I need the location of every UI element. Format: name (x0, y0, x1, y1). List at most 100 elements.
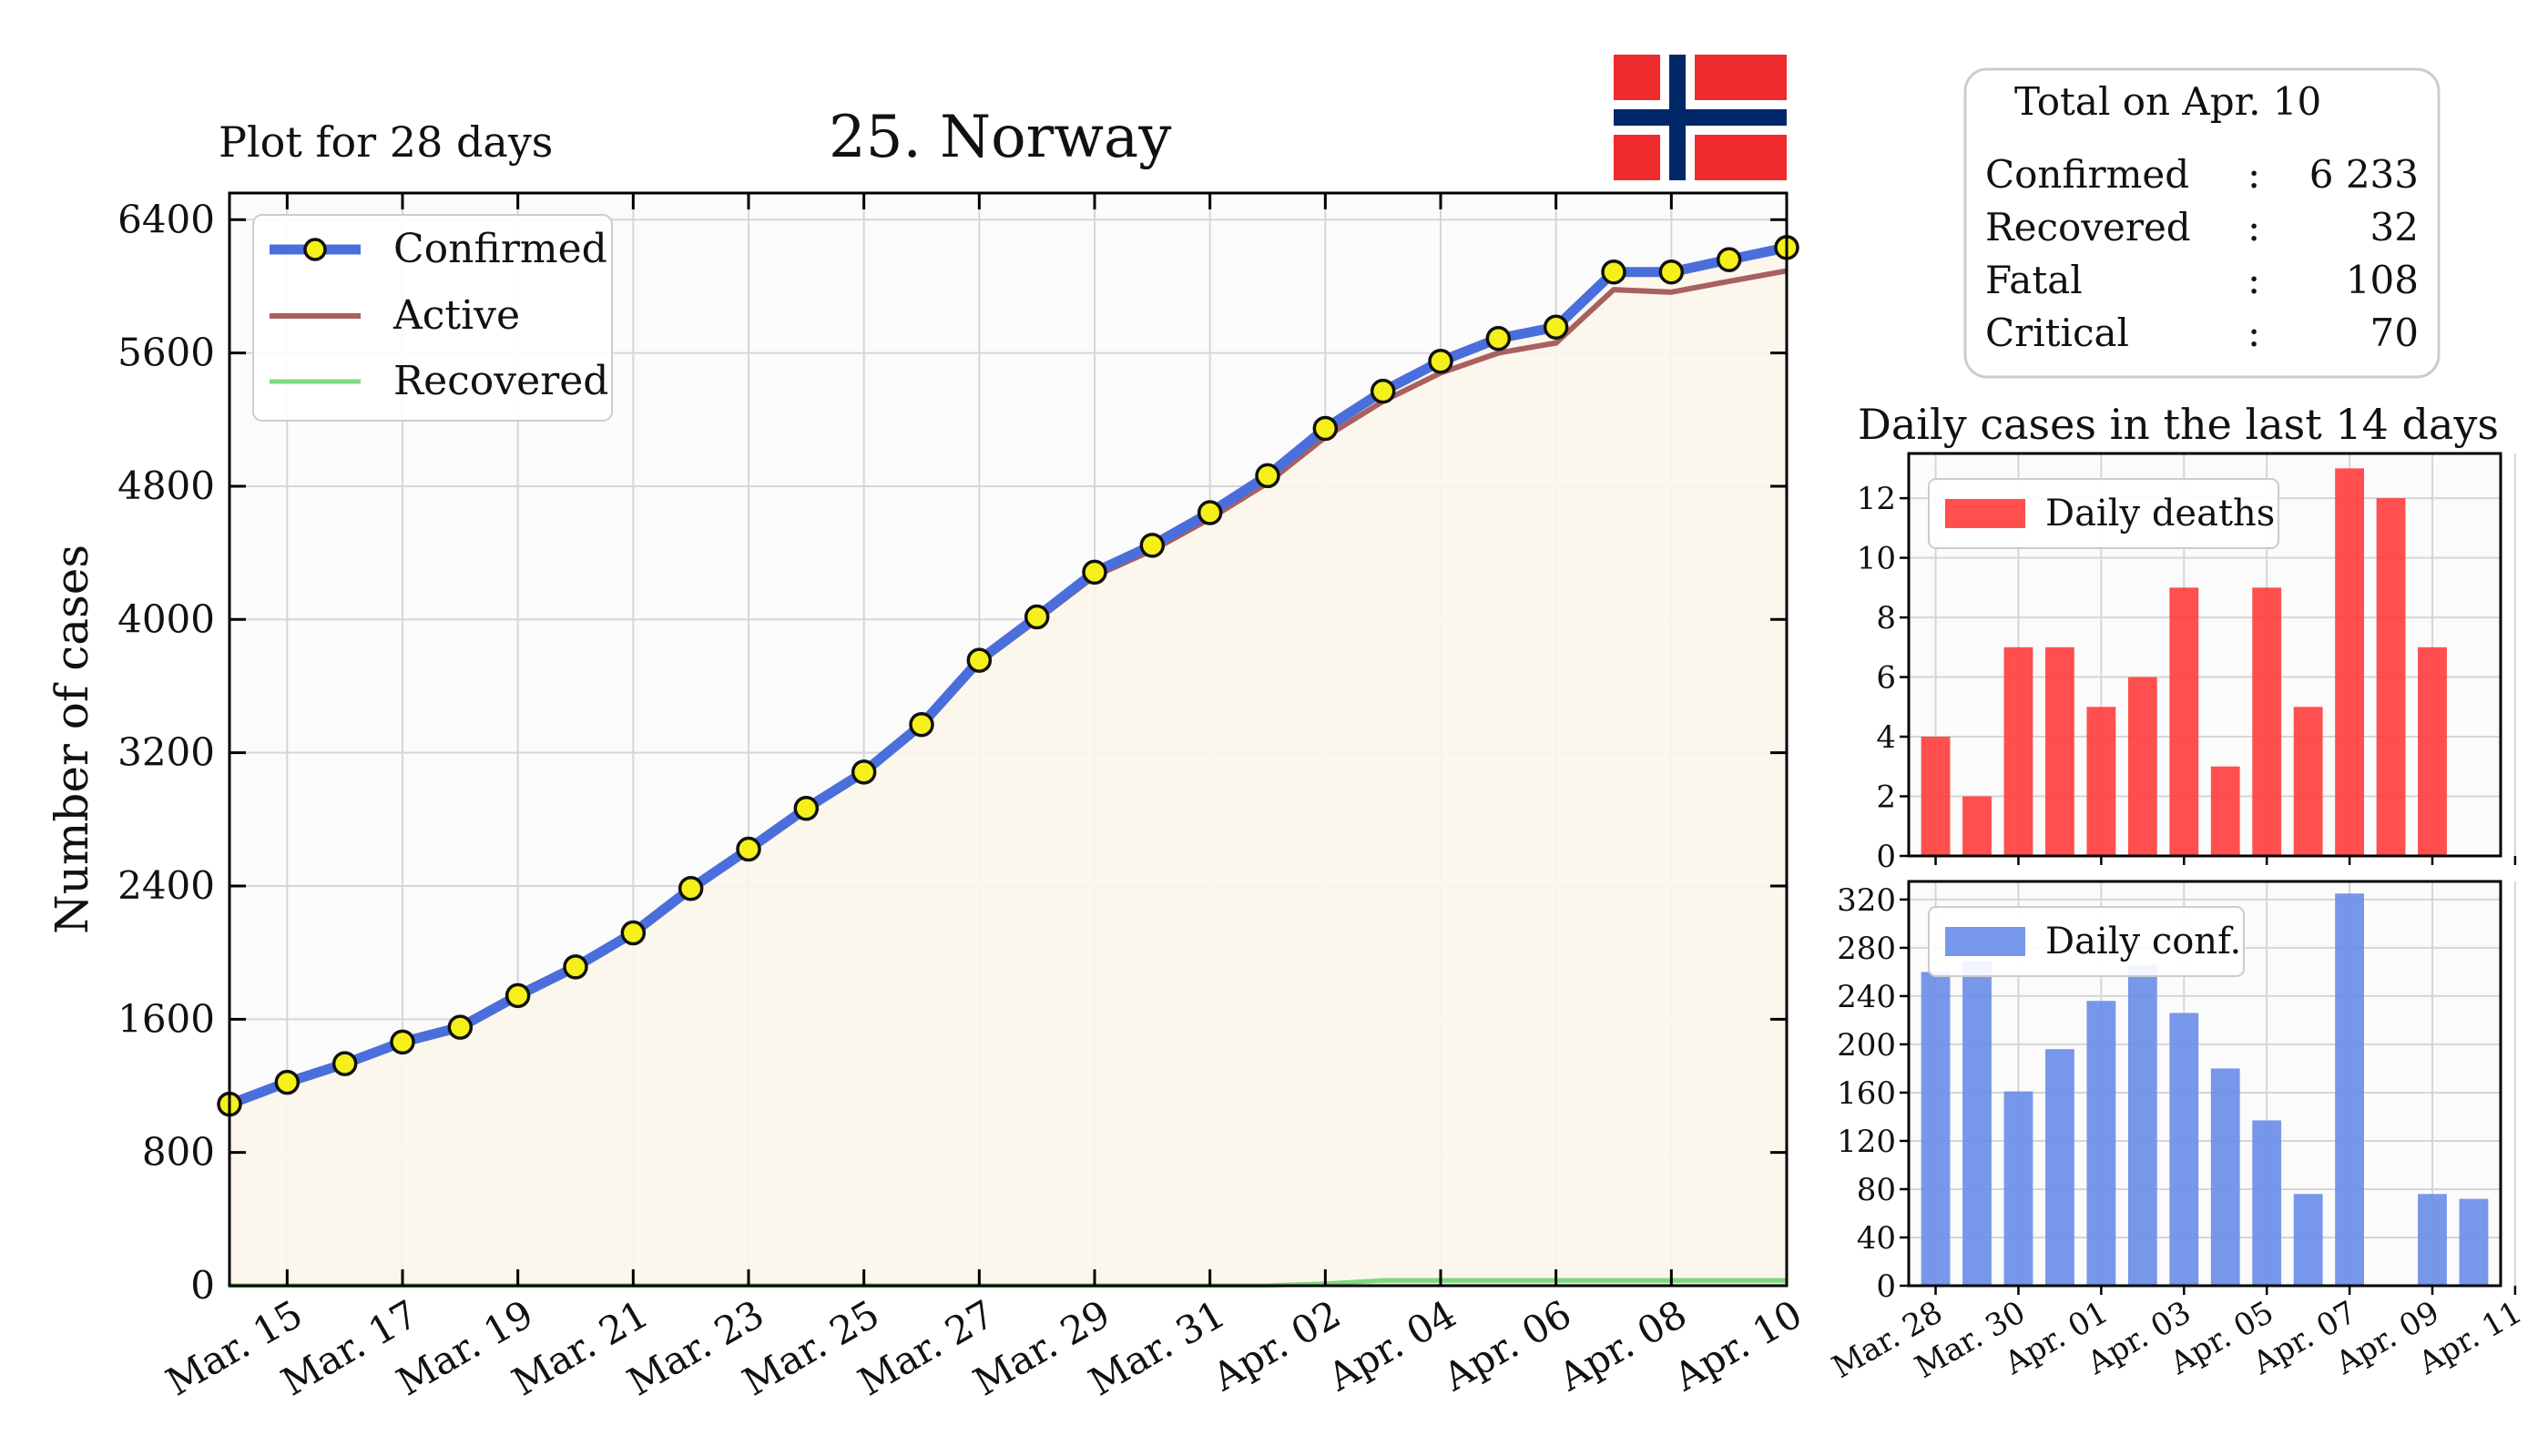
y-tick-label: 5600 (117, 331, 215, 375)
legend-label: Active (392, 292, 520, 339)
y-tick-label: 0 (1876, 1268, 1896, 1305)
y-tick-label: 4800 (117, 463, 215, 508)
confirmed-point (1082, 559, 1107, 585)
norway-flag-icon (1614, 55, 1787, 180)
confirmed-point (793, 795, 820, 821)
legend-label: Daily conf. (2045, 921, 2241, 962)
confirmed-point (1139, 533, 1166, 558)
bar (2210, 766, 2240, 856)
y-tick-label: 2400 (117, 863, 215, 908)
confirmed-point (1370, 378, 1396, 404)
y-tick-label: 80 (1857, 1172, 1896, 1208)
bar (2086, 707, 2116, 856)
y-tick-label: 2 (1876, 779, 1896, 816)
x-tick-label: Apr. 04 (1320, 1291, 1463, 1400)
bar (2418, 1194, 2447, 1286)
y-tick-label: 4000 (117, 596, 215, 641)
chart-title: 25. Norway (829, 104, 1171, 171)
summary-separator: : (2247, 205, 2260, 249)
summary-label: Confirmed (1985, 152, 2189, 197)
bar (2293, 1194, 2323, 1286)
confirmed-series-line (228, 242, 1789, 1109)
y-tick-label: 4 (1876, 719, 1896, 756)
y-tick-label: 320 (1837, 882, 1896, 919)
confirmed-point (1312, 415, 1339, 442)
confirmed-point (966, 647, 993, 673)
summary-value: 32 (2370, 205, 2419, 249)
confirmed-point (1601, 259, 1626, 285)
legend-label: Confirmed (393, 226, 607, 272)
summary-label: Critical (1985, 311, 2129, 355)
summary-label: Recovered (1985, 205, 2191, 249)
bar (1921, 972, 1951, 1286)
bar (2335, 893, 2364, 1286)
y-tick-label: 10 (1857, 541, 1896, 577)
summary-value: 108 (2346, 258, 2419, 302)
confirmed-point (909, 711, 934, 738)
confirmed-point (447, 1014, 474, 1040)
confirmed-point (1716, 247, 1742, 272)
confirmed-point (620, 920, 647, 946)
bar (2086, 1001, 2116, 1286)
bar (2003, 1091, 2033, 1286)
y-tick-label: 240 (1837, 979, 1896, 1015)
confirmed-area (229, 247, 1787, 1286)
y-tick-label: 40 (1857, 1220, 1896, 1257)
confirmed-point (1197, 500, 1223, 525)
bar (1962, 796, 1992, 856)
bar (2335, 468, 2364, 856)
bar (2376, 498, 2406, 856)
legend-swatch (1945, 499, 2025, 528)
bar (1962, 961, 1992, 1286)
summary-box: Total on Apr. 10 Confirmed: 6 233 Recovere… (1963, 67, 2441, 379)
y-tick-label: 280 (1837, 931, 1896, 967)
bar (2459, 1198, 2489, 1286)
bar (2045, 647, 2074, 856)
summary-title: Total on Apr. 10 (2014, 79, 2321, 124)
y-tick-label: 8 (1876, 600, 1896, 636)
bar (2252, 1120, 2282, 1286)
bar (2210, 1068, 2240, 1286)
confirmed-point (1658, 259, 1685, 285)
bar (2003, 647, 2033, 856)
confirmed-point (851, 759, 877, 785)
bar (2127, 677, 2157, 856)
y-axis-label: Number of cases (46, 545, 98, 934)
legend-swatch (1945, 927, 2025, 956)
confirmed-point (736, 836, 761, 862)
y-tick-label: 160 (1837, 1075, 1896, 1112)
y-tick-label: 6400 (117, 197, 215, 241)
bar (2127, 964, 2157, 1286)
bar (2045, 1049, 2074, 1286)
summary-separator: : (2247, 311, 2260, 355)
x-tick-label: Apr. 02 (1205, 1291, 1349, 1400)
bar-legend: Daily deaths (1928, 478, 2279, 549)
y-tick-label: 1600 (117, 996, 215, 1041)
summary-separator: : (2247, 258, 2260, 302)
y-tick-label: 0 (190, 1263, 215, 1308)
y-tick-label: 120 (1837, 1124, 1896, 1160)
x-tick-label: Apr. 08 (1551, 1291, 1695, 1400)
summary-separator: : (2247, 152, 2260, 197)
bar-legend: Daily conf. (1928, 906, 2245, 977)
bar (2293, 707, 2323, 856)
confirmed-point (1428, 349, 1453, 374)
summary-value: 6 233 (2309, 152, 2419, 197)
y-tick-label: 0 (1876, 839, 1896, 875)
plot-subtitle: Plot for 28 days (219, 117, 553, 167)
legend-label: Recovered (393, 358, 608, 404)
legend-label: Daily deaths (2045, 493, 2275, 535)
confirmed-point (505, 983, 531, 1009)
x-tick-label: Apr. 06 (1435, 1291, 1579, 1400)
daily-deaths-chart: 0 2 4 6 8 10 12 Daily deaths Daily cases in the … (1857, 400, 2517, 875)
bar (1921, 737, 1951, 856)
summary-label: Fatal (1985, 258, 2083, 302)
y-tick-label: 6 (1876, 660, 1896, 697)
confirmed-point (678, 875, 704, 901)
bar (2418, 647, 2447, 856)
bar (2169, 587, 2199, 856)
confirmed-point (1485, 325, 1512, 351)
x-tick-label: Apr. 10 (1666, 1291, 1809, 1400)
